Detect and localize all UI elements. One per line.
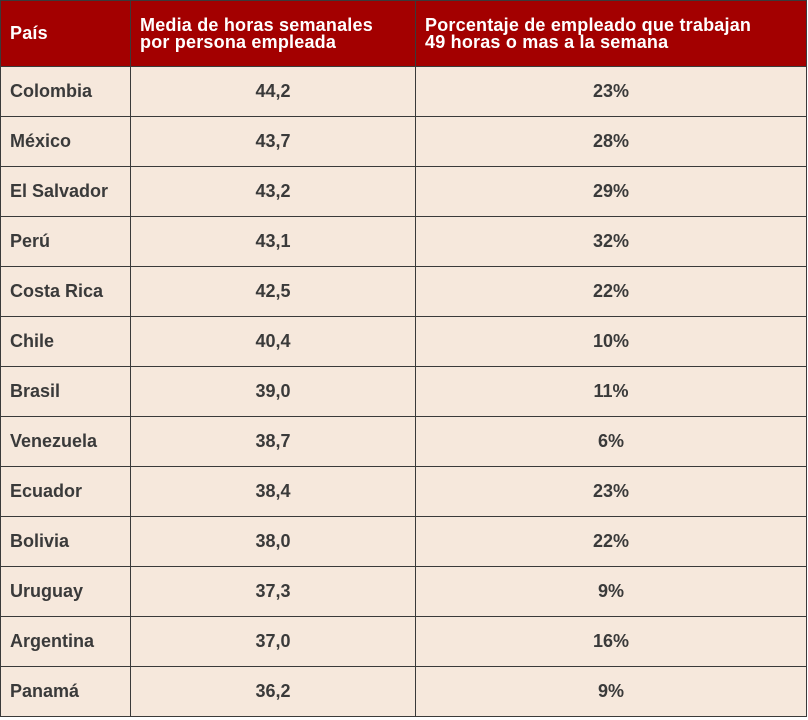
weekly-hours-cell: 38,0: [130, 516, 416, 567]
weekly-hours-cell: 40,4: [130, 316, 416, 367]
percentage-cell: 10%: [415, 316, 807, 367]
percentage-cell: 23%: [415, 466, 807, 517]
weekly-hours-cell: 37,3: [130, 566, 416, 617]
weekly-hours-cell: 44,2: [130, 66, 416, 117]
weekly-hours-cell: 43,1: [130, 216, 416, 267]
country-cell: Costa Rica: [0, 266, 131, 317]
percentage-cell: 23%: [415, 66, 807, 117]
table-body: Colombia 44,2 23% México 43,7 28% El Salvador 4…: [0, 66, 807, 717]
weekly-hours-cell: 42,5: [130, 266, 416, 317]
percentage-cell: 28%: [415, 116, 807, 167]
header-weekly-hours: Media de horas semanales por persona emp…: [130, 0, 416, 67]
country-cell: Ecuador: [0, 466, 131, 517]
header-country: País: [0, 0, 131, 67]
table-row: Brasil 39,0 11%: [0, 366, 807, 417]
percentage-cell: 22%: [415, 516, 807, 567]
table-row: Colombia 44,2 23%: [0, 66, 807, 117]
weekly-hours-cell: 43,2: [130, 166, 416, 217]
header-percentage: Porcentaje de empleado que trabajan 49 h…: [415, 0, 807, 67]
header-weekly-hours-line2: por persona empleada: [140, 31, 337, 52]
header-percentage-line2: 49 horas o mas a la semana: [425, 31, 669, 52]
percentage-cell: 9%: [415, 666, 807, 717]
table-row: Ecuador 38,4 23%: [0, 466, 807, 517]
percentage-cell: 32%: [415, 216, 807, 267]
country-cell: Argentina: [0, 616, 131, 667]
weekly-hours-cell: 38,7: [130, 416, 416, 467]
percentage-cell: 9%: [415, 566, 807, 617]
table-row: Venezuela 38,7 6%: [0, 416, 807, 467]
weekly-hours-cell: 43,7: [130, 116, 416, 167]
country-cell: Chile: [0, 316, 131, 367]
weekly-hours-cell: 38,4: [130, 466, 416, 517]
country-cell: Panamá: [0, 666, 131, 717]
table-row: El Salvador 43,2 29%: [0, 166, 807, 217]
table-row: Argentina 37,0 16%: [0, 616, 807, 667]
table-row: Perú 43,1 32%: [0, 216, 807, 267]
header-percentage-line1: Porcentaje de empleado que trabajan: [425, 14, 752, 35]
weekly-hours-cell: 36,2: [130, 666, 416, 717]
table-row: Chile 40,4 10%: [0, 316, 807, 367]
table-row: Costa Rica 42,5 22%: [0, 266, 807, 317]
country-cell: El Salvador: [0, 166, 131, 217]
header-row: País Media de horas semanales por person…: [0, 0, 807, 67]
weekly-hours-cell: 39,0: [130, 366, 416, 417]
country-cell: México: [0, 116, 131, 167]
table-row: Uruguay 37,3 9%: [0, 566, 807, 617]
table-row: Panamá 36,2 9%: [0, 666, 807, 717]
percentage-cell: 6%: [415, 416, 807, 467]
header-country-label: País: [10, 23, 48, 43]
country-cell: Colombia: [0, 66, 131, 117]
country-cell: Uruguay: [0, 566, 131, 617]
table-header: País Media de horas semanales por person…: [0, 0, 807, 67]
percentage-cell: 29%: [415, 166, 807, 217]
weekly-hours-cell: 37,0: [130, 616, 416, 667]
header-weekly-hours-line1: Media de horas semanales: [140, 14, 373, 35]
country-cell: Perú: [0, 216, 131, 267]
country-cell: Brasil: [0, 366, 131, 417]
table-row: México 43,7 28%: [0, 116, 807, 167]
country-cell: Bolivia: [0, 516, 131, 567]
percentage-cell: 22%: [415, 266, 807, 317]
table-row: Bolivia 38,0 22%: [0, 516, 807, 567]
percentage-cell: 11%: [415, 366, 807, 417]
percentage-cell: 16%: [415, 616, 807, 667]
country-cell: Venezuela: [0, 416, 131, 467]
